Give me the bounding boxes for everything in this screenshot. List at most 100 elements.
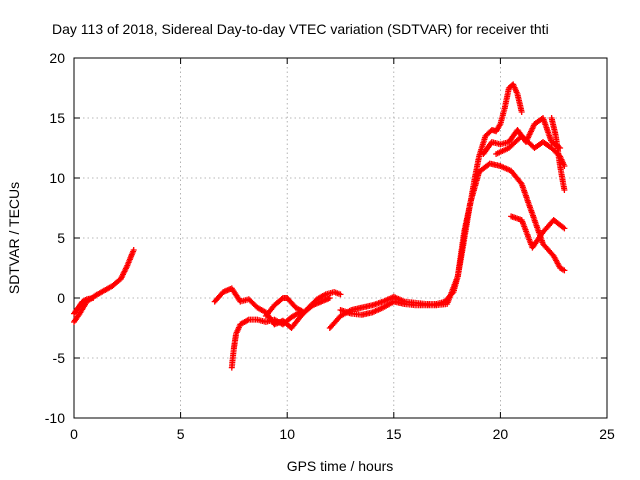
data-point	[79, 311, 81, 313]
data-point	[290, 327, 293, 329]
data-point	[495, 153, 497, 155]
data-point	[248, 319, 250, 321]
data-point	[73, 313, 75, 315]
data-point	[457, 275, 459, 277]
data-point	[133, 249, 135, 251]
data-point	[73, 321, 75, 323]
x-tick-label: 15	[386, 426, 402, 442]
grid-lines	[74, 58, 607, 418]
data-point	[484, 135, 487, 137]
data-point	[339, 315, 342, 317]
data-point	[512, 83, 514, 85]
data-point	[231, 367, 233, 369]
data-point	[120, 278, 122, 280]
data-point	[282, 297, 284, 299]
data-point	[425, 304, 427, 306]
data-point	[86, 298, 88, 300]
data-point	[248, 298, 250, 300]
data-point	[563, 189, 566, 191]
data-point	[233, 347, 235, 349]
data-point	[295, 307, 297, 309]
data-point	[551, 141, 553, 143]
data-point	[499, 123, 501, 125]
data-point	[553, 255, 555, 257]
data-point	[329, 297, 331, 299]
data-point	[371, 311, 374, 313]
data-point	[339, 293, 342, 295]
y-tick-label: -5	[53, 350, 66, 366]
data-point	[94, 295, 96, 297]
data-point	[435, 304, 437, 306]
data-point	[231, 287, 233, 289]
data-point	[382, 301, 384, 303]
data-point	[542, 243, 544, 245]
data-point	[542, 117, 544, 119]
data-point	[446, 303, 448, 305]
series-arc-4	[228, 309, 303, 371]
data-point	[516, 93, 519, 95]
data-point	[533, 147, 536, 149]
data-point	[521, 111, 523, 113]
data-point	[559, 267, 561, 269]
data-series	[71, 81, 568, 371]
x-axis-label: GPS time / hours	[287, 458, 394, 474]
data-point	[551, 147, 553, 149]
data-point	[273, 319, 275, 321]
data-point	[531, 247, 534, 249]
series-arc-8	[480, 115, 564, 157]
y-axis-label: SDTVAR / TECUs	[6, 182, 22, 294]
data-point	[329, 327, 331, 329]
series-arc-10	[548, 115, 568, 193]
x-tick-label: 25	[599, 426, 615, 442]
data-point	[414, 304, 416, 306]
data-point	[111, 285, 113, 287]
data-point	[77, 307, 79, 309]
data-point	[286, 297, 288, 299]
data-point	[482, 153, 484, 155]
data-point	[371, 304, 374, 306]
data-point	[256, 307, 258, 309]
data-point	[350, 309, 352, 311]
data-point	[508, 147, 510, 149]
data-point	[265, 321, 267, 323]
x-tick-label: 5	[177, 426, 185, 442]
data-point	[382, 307, 384, 309]
data-point	[273, 323, 275, 325]
data-point	[489, 163, 491, 165]
data-point	[521, 183, 523, 185]
x-tick-label: 10	[279, 426, 295, 442]
y-tick-label: 5	[57, 230, 65, 246]
data-point	[531, 213, 534, 215]
y-tick-label: 20	[49, 50, 65, 66]
data-point	[299, 316, 301, 318]
series-arc-9	[493, 133, 568, 169]
data-point	[563, 227, 566, 229]
data-point	[521, 219, 523, 221]
data-point	[516, 129, 519, 131]
data-point	[478, 155, 480, 157]
data-point	[126, 265, 128, 267]
data-point	[542, 231, 544, 233]
plot-frame	[73, 57, 608, 419]
data-point	[508, 87, 510, 89]
data-point	[499, 165, 501, 167]
data-point	[282, 323, 284, 325]
data-point	[495, 130, 497, 132]
x-tick-label: 0	[70, 426, 78, 442]
data-point	[303, 311, 305, 313]
data-point	[555, 135, 557, 137]
data-point	[563, 269, 566, 271]
data-point	[508, 141, 510, 143]
data-point	[510, 215, 512, 217]
data-point	[393, 301, 395, 303]
data-point	[312, 304, 314, 306]
data-point	[316, 298, 318, 300]
data-point	[290, 316, 293, 318]
data-point	[470, 201, 472, 203]
data-point	[103, 290, 105, 292]
data-point	[265, 315, 267, 317]
y-tick-label: 15	[49, 110, 65, 126]
series-arc-1	[71, 247, 137, 325]
data-point	[361, 307, 363, 309]
